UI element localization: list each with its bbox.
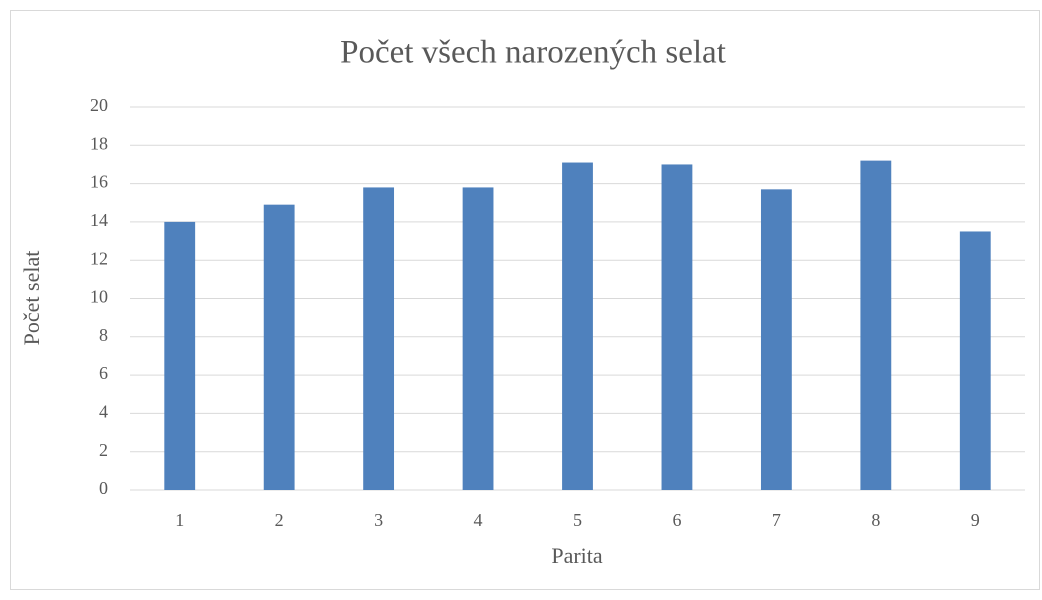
bar xyxy=(363,187,395,490)
x-tick-label: 4 xyxy=(474,510,483,530)
x-tick-label: 8 xyxy=(871,510,880,530)
y-axis-title: Počet selat xyxy=(19,251,44,346)
y-tick-label: 20 xyxy=(90,95,108,115)
y-tick-label: 2 xyxy=(99,440,108,460)
y-tick-label: 4 xyxy=(99,402,108,422)
bar xyxy=(760,189,792,490)
y-tick-label: 0 xyxy=(99,478,108,498)
x-tick-label: 9 xyxy=(971,510,980,530)
y-tick-label: 18 xyxy=(90,133,108,153)
x-tick-label: 2 xyxy=(275,510,284,530)
bar xyxy=(263,204,295,491)
bar xyxy=(462,187,494,490)
bar xyxy=(164,221,196,490)
x-tick-label: 3 xyxy=(374,510,383,530)
y-tick-label: 14 xyxy=(90,210,108,230)
bar xyxy=(661,164,693,490)
x-tick-label: 5 xyxy=(573,510,582,530)
y-tick-label: 12 xyxy=(90,248,108,268)
bar xyxy=(959,231,991,490)
y-tick-label: 10 xyxy=(90,287,108,307)
chart-title: Počet všech narozených selat xyxy=(340,35,726,71)
x-tick-label: 1 xyxy=(175,510,184,530)
y-tick-label: 6 xyxy=(99,363,108,383)
x-tick-label: 7 xyxy=(772,510,781,530)
y-tick-label: 8 xyxy=(99,325,108,345)
y-tick-label: 16 xyxy=(90,172,108,192)
bar xyxy=(860,160,892,490)
x-axis-title: Parita xyxy=(551,543,603,568)
x-tick-label: 6 xyxy=(672,510,681,530)
bar xyxy=(562,162,593,490)
